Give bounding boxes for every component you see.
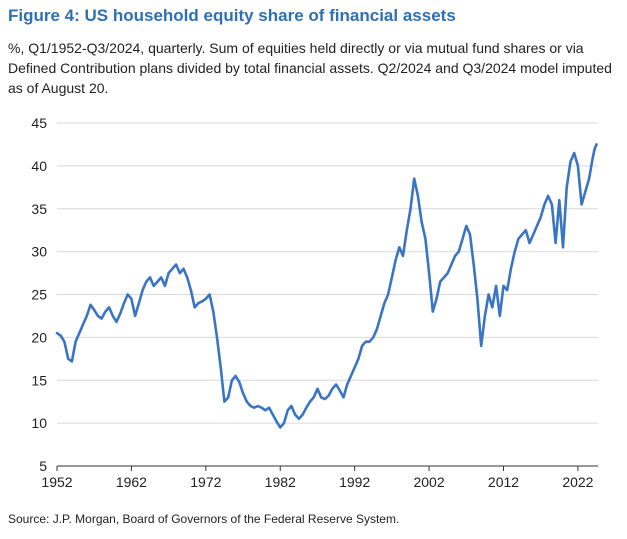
x-tick-label: 1992 <box>339 474 370 490</box>
x-tick-label: 1982 <box>265 474 296 490</box>
x-tick-label: 2012 <box>488 474 519 490</box>
x-tick-label: 1972 <box>190 474 221 490</box>
y-tick-label: 10 <box>31 415 47 431</box>
y-axis-ticks: 5 10 15 20 25 30 35 40 45 <box>31 115 47 474</box>
y-tick-label: 40 <box>31 158 47 174</box>
y-tick-label: 5 <box>39 458 47 474</box>
series-layer <box>55 143 598 429</box>
y-tick-label: 30 <box>31 244 47 260</box>
figure-source: Source: J.P. Morgan, Board of Governors … <box>8 512 400 526</box>
y-tick-label: 15 <box>31 372 47 388</box>
y-tick-label: 25 <box>31 287 47 303</box>
y-tick-label: 20 <box>31 329 47 345</box>
series-line-0 <box>55 143 598 429</box>
figure-subtitle: %, Q1/1952-Q3/2024, quarterly. Sum of eq… <box>8 40 612 96</box>
gridlines <box>57 122 598 424</box>
x-tick-label: 2002 <box>413 474 444 490</box>
x-axis-ticks: 1952 1962 1972 1982 1992 2002 2012 2022 <box>41 466 594 490</box>
y-tick-label: 45 <box>31 115 47 131</box>
y-tick-label: 35 <box>31 201 47 217</box>
x-tick-label: 1962 <box>116 474 147 490</box>
x-tick-label: 1952 <box>41 474 72 490</box>
x-tick-label: 2022 <box>562 474 593 490</box>
figure-title: Figure 4: US household equity share of f… <box>8 6 456 25</box>
